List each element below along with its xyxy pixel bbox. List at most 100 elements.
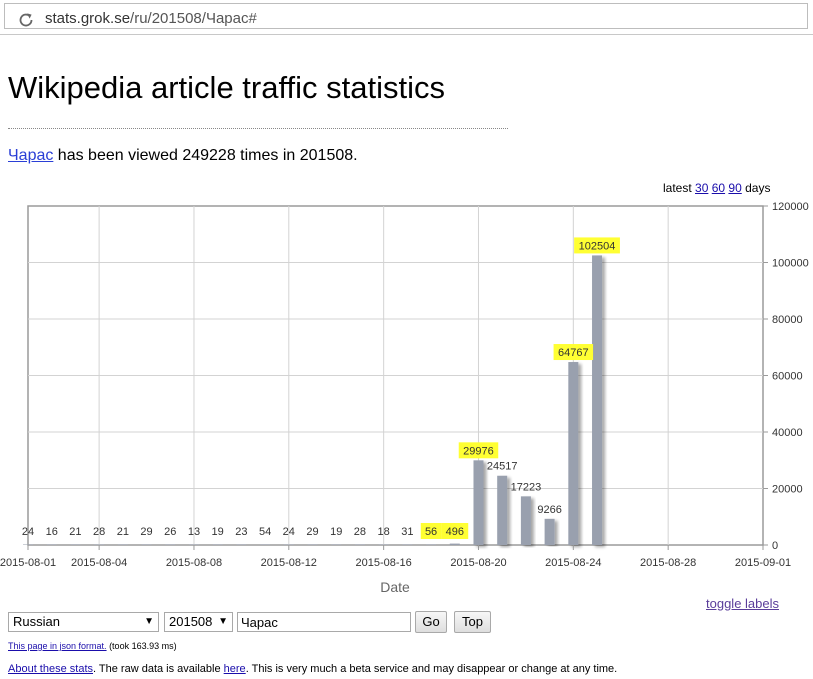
article-link[interactable]: Чарас bbox=[8, 147, 54, 164]
page-title: Wikipedia article traffic statistics bbox=[8, 70, 445, 105]
traffic-chart: 24 16 21 28 21 29 26 13 19 23 54 24 29 19 28 18 31 56 496 2… bbox=[0, 201, 809, 595]
about-line: About these stats. The raw data is avail… bbox=[8, 663, 617, 675]
data-label-2015-08-03: 21 bbox=[69, 526, 81, 538]
language-select[interactable]: Russian ▼ bbox=[8, 612, 159, 632]
latest-30-link[interactable]: 30 bbox=[695, 181, 709, 195]
top-button[interactable]: Top bbox=[454, 611, 491, 633]
bar-2015-08-14 bbox=[331, 544, 342, 545]
x-tick-label: 2015-08-08 bbox=[166, 557, 222, 569]
x-tick-label: 2015-08-12 bbox=[261, 557, 317, 569]
y-tick-label: 80000 bbox=[772, 314, 803, 326]
x-tick-label: 2015-08-04 bbox=[71, 557, 127, 569]
data-label-2015-08-15: 28 bbox=[354, 526, 366, 538]
x-tick-label: 2015-08-24 bbox=[545, 557, 601, 569]
latest-days-selector: latest 30 60 90 days bbox=[663, 181, 770, 195]
url-field[interactable]: stats.grok.se/ru/201508/Чарас# bbox=[4, 3, 808, 29]
data-label-2015-08-23: 9266 bbox=[537, 504, 561, 516]
bar-2015-08-16 bbox=[378, 544, 389, 545]
x-tick-label: 2015-08-16 bbox=[356, 557, 412, 569]
grid-lines bbox=[28, 206, 763, 545]
bar-2015-08-06 bbox=[141, 544, 152, 545]
views-summary: Чарас has been viewed 249228 times in 20… bbox=[8, 147, 358, 165]
x-tick-label: 2015-08-20 bbox=[450, 557, 506, 569]
data-label-2015-08-10: 23 bbox=[235, 526, 247, 538]
json-format-line: This page in json format. (took 163.93 m… bbox=[8, 641, 177, 651]
data-label-2015-08-05: 21 bbox=[117, 526, 129, 538]
json-format-link[interactable]: This page in json format. bbox=[8, 641, 107, 651]
bar-2015-08-21 bbox=[497, 475, 508, 545]
latest-60-link[interactable]: 60 bbox=[711, 181, 726, 195]
bar-2015-08-01 bbox=[23, 544, 33, 545]
about-text-1: . The raw data is available bbox=[93, 663, 224, 675]
data-label-2015-08-08: 13 bbox=[188, 526, 200, 538]
y-tick-label: 40000 bbox=[772, 427, 803, 439]
x-tick-label: 2015-09-01 bbox=[735, 557, 791, 569]
bar-2015-08-23 bbox=[544, 518, 555, 545]
label-highlight bbox=[441, 523, 469, 539]
bar-2015-08-17 bbox=[402, 544, 413, 545]
bars bbox=[23, 255, 603, 545]
url-text: stats.grok.se/ru/201508/Чарас# bbox=[45, 10, 257, 27]
label-highlight bbox=[574, 237, 620, 254]
bar-2015-08-19 bbox=[449, 543, 460, 545]
bar-2015-08-25 bbox=[592, 255, 603, 545]
data-label-2015-08-04: 28 bbox=[93, 526, 105, 538]
y-axis-ticks: 0 20000 40000 60000 80000 100000 120000 bbox=[763, 201, 809, 552]
toggle-labels-link[interactable]: toggle labels bbox=[706, 596, 779, 611]
data-label-2015-08-17: 31 bbox=[401, 526, 413, 538]
data-label-2015-08-02: 16 bbox=[46, 526, 58, 538]
latest-90-link[interactable]: 90 bbox=[728, 181, 742, 195]
x-tick-label: 2015-08-01 bbox=[0, 557, 56, 569]
data-label-2015-08-12: 24 bbox=[283, 526, 295, 538]
x-tick-label: 2015-08-28 bbox=[640, 557, 696, 569]
language-value: Russian bbox=[13, 614, 60, 629]
bar-2015-08-11 bbox=[260, 544, 271, 545]
bar-2015-08-02 bbox=[46, 544, 57, 545]
views-summary-text: has been viewed 249228 times in 201508. bbox=[53, 147, 358, 164]
data-label-2015-08-06: 29 bbox=[140, 526, 152, 538]
bar-2015-08-03 bbox=[70, 544, 81, 545]
raw-data-link[interactable]: here bbox=[223, 663, 246, 675]
y-tick-label: 100000 bbox=[772, 258, 809, 270]
y-tick-label: 60000 bbox=[772, 371, 803, 383]
go-button[interactable]: Go bbox=[415, 611, 447, 633]
bar-2015-08-20 bbox=[473, 460, 484, 545]
dropdown-arrow-icon: ▼ bbox=[218, 616, 228, 627]
bar-2015-08-15 bbox=[354, 544, 365, 545]
latest-suffix: days bbox=[741, 181, 771, 195]
data-label-2015-08-07: 26 bbox=[164, 526, 176, 538]
about-stats-link[interactable]: About these stats bbox=[8, 663, 93, 675]
data-label-2015-08-22: 17223 bbox=[511, 481, 542, 493]
data-label-2015-08-13: 29 bbox=[306, 526, 318, 538]
about-text-2: . This is very much a beta service and m… bbox=[245, 663, 618, 675]
bar-2015-08-09 bbox=[212, 544, 223, 545]
data-label-2015-08-11: 54 bbox=[259, 526, 271, 538]
article-input[interactable] bbox=[237, 612, 411, 632]
label-highlight bbox=[420, 523, 442, 539]
data-label-2015-08-14: 19 bbox=[330, 526, 342, 538]
url-path: /ru/201508/Чарас# bbox=[130, 10, 257, 27]
bar-2015-08-04 bbox=[94, 544, 105, 545]
data-label-2015-08-25: 102504 bbox=[579, 240, 616, 252]
x-axis-label: Date bbox=[380, 579, 410, 595]
bar-2015-08-13 bbox=[307, 544, 318, 545]
y-tick-label: 0 bbox=[772, 540, 778, 552]
data-label-2015-08-16: 18 bbox=[378, 526, 390, 538]
label-highlight bbox=[553, 344, 594, 361]
label-highlight bbox=[458, 442, 499, 459]
month-value: 201508 bbox=[169, 614, 213, 629]
bar-2015-08-24 bbox=[568, 362, 579, 545]
y-tick-label: 20000 bbox=[772, 484, 803, 496]
x-axis-ticks: 2015-08-01 2015-08-04 2015-08-08 2015-08-12… bbox=[0, 545, 791, 569]
dropdown-arrow-icon: ▼ bbox=[144, 616, 154, 627]
data-label-2015-08-24: 64767 bbox=[558, 347, 589, 359]
month-select[interactable]: 201508 ▼ bbox=[164, 612, 233, 632]
latest-prefix: latest bbox=[663, 181, 696, 195]
data-label-2015-08-18: 56 bbox=[425, 526, 437, 538]
bar-2015-08-18 bbox=[426, 544, 437, 545]
data-label-2015-08-20: 29976 bbox=[463, 445, 494, 457]
reload-icon[interactable] bbox=[17, 11, 35, 29]
data-labels: 24 16 21 28 21 29 26 13 19 23 54 24 29 19 28 18 31 56 496 2… bbox=[22, 237, 620, 539]
data-label-2015-08-21: 24517 bbox=[487, 461, 518, 473]
bar-2015-08-08 bbox=[188, 544, 199, 545]
